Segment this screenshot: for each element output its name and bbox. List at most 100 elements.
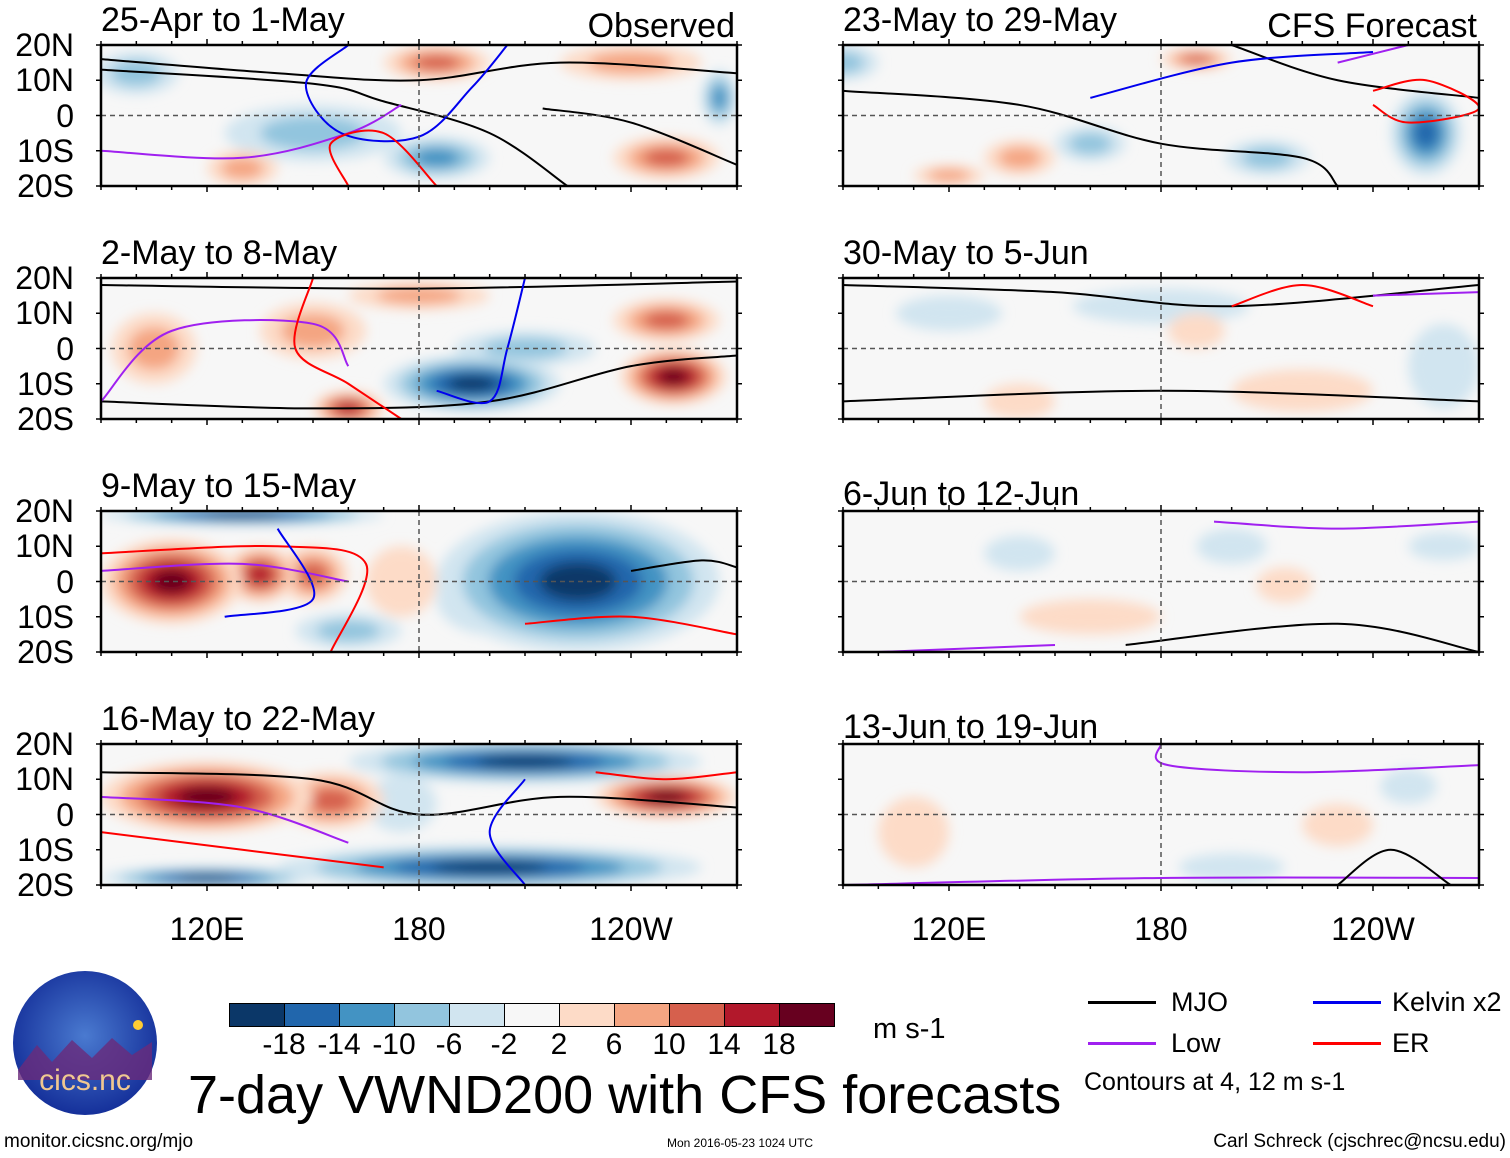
contour-kelvin [1090, 51, 1374, 99]
lat-tick-label: 0 [56, 330, 74, 367]
contour-er [328, 129, 438, 186]
anomaly-shading [843, 52, 865, 74]
anomaly-shading [413, 55, 460, 71]
lat-tick-label: 10N [15, 295, 74, 332]
lat-tick-label: 20S [17, 401, 74, 437]
colorbar-swatch [725, 1004, 780, 1026]
lat-tick-label: 0 [56, 563, 74, 600]
contour-er [1372, 78, 1479, 124]
lon-tick-label: 120E [169, 911, 245, 947]
contour-kelvin [224, 528, 316, 618]
anomaly-shading [1019, 599, 1161, 635]
anomaly-shading [896, 295, 1002, 331]
anomaly-shading [1256, 567, 1313, 603]
legend-swatch-mjo [1088, 1001, 1156, 1004]
anomaly-shading [1241, 147, 1293, 169]
anomaly-shading [647, 791, 686, 803]
panel-title: 25-Apr to 1-May [101, 1, 345, 39]
contour-er [293, 278, 402, 419]
anomaly-shading [1181, 54, 1212, 64]
colorbar-label: -14 [317, 1028, 361, 1061]
anomaly-shading [260, 116, 366, 151]
contour-low [101, 562, 349, 583]
colorbar-swatch [615, 1004, 670, 1026]
colorbar-swatch [670, 1004, 725, 1026]
map-panel [838, 39, 1484, 192]
lat-tick-label: 0 [56, 796, 74, 833]
anomaly-shading [152, 569, 191, 594]
contour-er [101, 831, 384, 869]
anomaly-shading [376, 287, 462, 305]
lat-tick-label: 10N [15, 761, 74, 798]
colorbar-label: 18 [762, 1028, 796, 1061]
anomaly-shading [711, 85, 727, 110]
contour-mjo [1125, 622, 1479, 652]
legend-label-mjo: MJO [1171, 987, 1228, 1017]
panel-title: 16-May to 22-May [101, 700, 375, 738]
contour-mjo [1231, 45, 1479, 99]
anomaly-shading [316, 620, 381, 642]
contour-low [1372, 291, 1479, 297]
lat-tick-label: 10N [15, 528, 74, 565]
contour-low [1213, 520, 1479, 530]
anomaly-shading [178, 875, 236, 881]
anomaly-shading [984, 535, 1055, 571]
contour-note: Contours at 4, 12 m s-1 [1084, 1068, 1346, 1096]
colorbar-swatch [450, 1004, 505, 1026]
anomaly-shading [1231, 369, 1373, 412]
legend-label-low: Low [1171, 1028, 1221, 1058]
panel-title: 30-May to 5-Jun [843, 234, 1089, 272]
lat-tick-label: 20S [17, 867, 74, 903]
anomaly-shading [643, 311, 690, 330]
lat-tick-label: 20N [15, 726, 74, 762]
anomaly-shading [1414, 119, 1438, 148]
legend-swatch-kelvin [1313, 1001, 1381, 1004]
contour-mjo [630, 559, 737, 572]
contour-mjo [101, 354, 737, 410]
anomaly-shading [878, 796, 949, 868]
panel-title: 9-May to 15-May [101, 467, 357, 505]
contour-er [1231, 284, 1374, 308]
colorbar-label: -10 [372, 1028, 416, 1061]
contour-kelvin [436, 278, 526, 405]
contour-kelvin [304, 45, 509, 143]
colorbar [229, 1003, 835, 1027]
anomaly-shading [658, 369, 688, 385]
anomaly-shading [1178, 853, 1285, 882]
colorbar-units: m s-1 [873, 1013, 946, 1045]
panel-title: 23-May to 29-May [843, 1, 1117, 39]
panel-title: 13-Jun to 19-Jun [843, 708, 1099, 746]
colorbar-swatch [505, 1004, 560, 1026]
anomaly-shading [1196, 528, 1267, 564]
colorbar-swatch [560, 1004, 615, 1026]
anomaly-shading [128, 327, 180, 370]
lon-tick-label: 180 [1134, 911, 1188, 947]
colorbar-swatch [395, 1004, 450, 1026]
map-panel [838, 272, 1484, 425]
column-label: Observed [587, 7, 735, 45]
column-label: CFS Forecast [1267, 7, 1477, 45]
map-panel [96, 272, 742, 425]
contour-low [1154, 744, 1479, 774]
anomaly-shading [413, 148, 460, 167]
author-credit: Carl Schreck (cjschrec@ncsu.edu) [1213, 1131, 1506, 1152]
lat-tick-label: 10N [15, 62, 74, 99]
anomaly-shading [1168, 313, 1225, 349]
colorbar-label: -18 [262, 1028, 306, 1061]
anomaly-shading [110, 60, 162, 86]
contour-er [595, 771, 737, 781]
source-url[interactable]: monitor.cicsnc.org/mjo [4, 1131, 194, 1152]
legend-label-er: ER [1392, 1028, 1430, 1058]
anomaly-shading [1408, 323, 1479, 409]
contour-low [843, 876, 1479, 885]
svg-text:cics.nc: cics.nc [39, 1064, 131, 1097]
colorbar-label: -6 [435, 1028, 463, 1061]
anomaly-shading [927, 169, 971, 182]
contour-mjo [101, 58, 737, 82]
contour-kelvin [488, 778, 526, 885]
contour-low [101, 104, 402, 160]
anomaly-shading [1302, 803, 1373, 847]
anomaly-shading [998, 147, 1041, 169]
colorbar-label: -2 [490, 1028, 518, 1061]
colorbar-label: 14 [707, 1028, 741, 1061]
